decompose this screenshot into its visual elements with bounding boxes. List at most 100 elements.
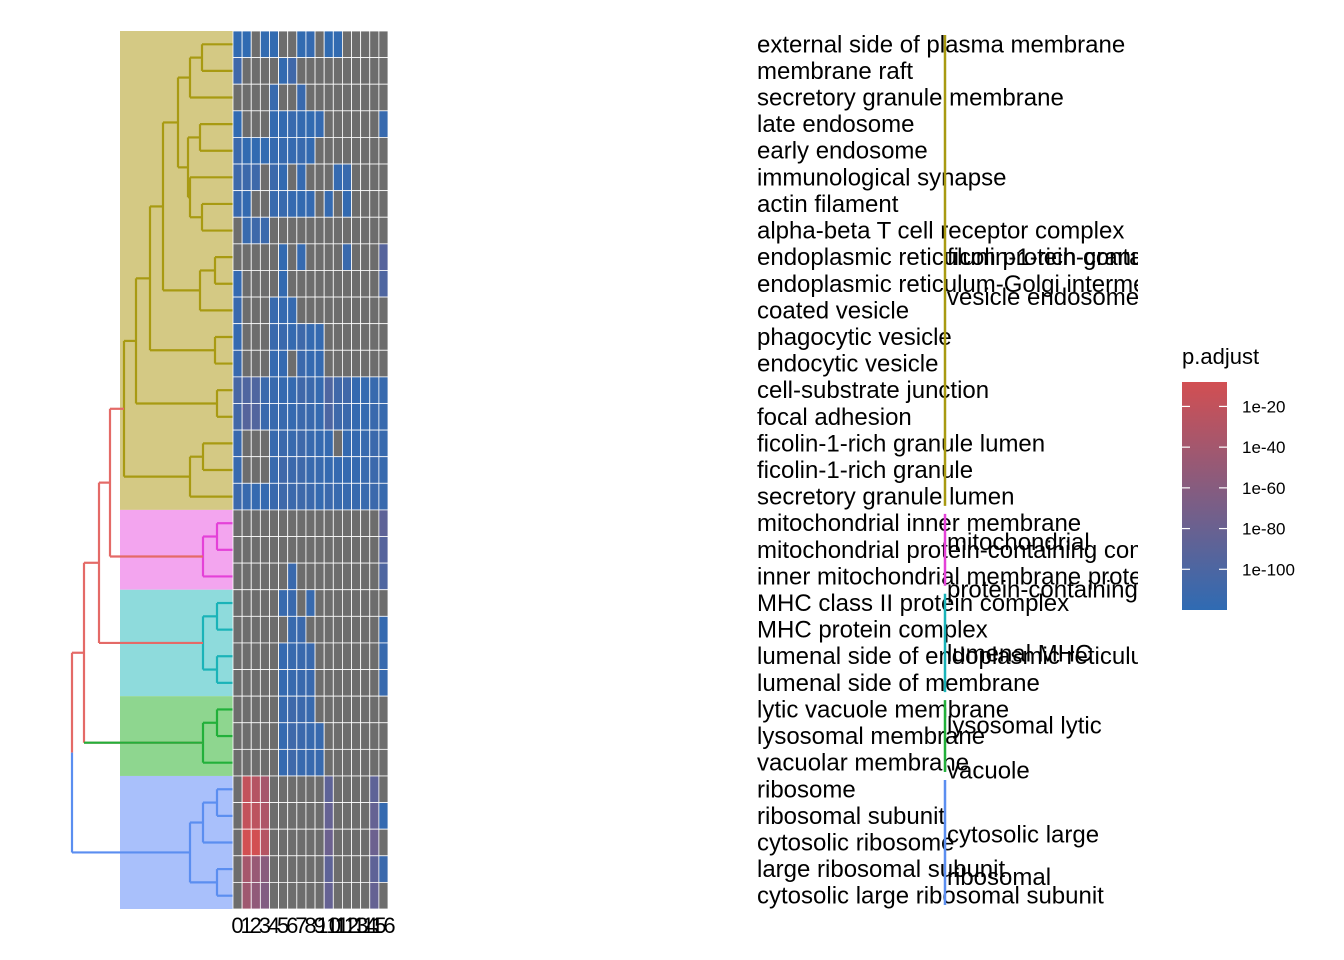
heatmap-cell <box>250 615 261 644</box>
heatmap-cell <box>323 243 334 271</box>
heatmap-cell <box>250 83 261 112</box>
heatmap-cell <box>250 748 261 777</box>
heatmap-cell <box>351 482 362 511</box>
heatmap-cell <box>378 243 389 271</box>
heatmap-cell <box>232 669 243 697</box>
heatmap-cell <box>278 429 289 458</box>
heatmap-cell <box>241 243 252 271</box>
heatmap-cell <box>232 216 243 245</box>
heatmap-cell <box>314 881 325 910</box>
heatmap-cell <box>250 403 261 431</box>
row-label: ficolin-1-rich granule lumen <box>757 430 1045 457</box>
heatmap-cell <box>342 30 352 59</box>
legend-colorbar <box>1182 382 1227 610</box>
heatmap-cell <box>332 137 343 165</box>
heatmap-cell <box>232 562 243 591</box>
heatmap-cell <box>232 403 243 431</box>
heatmap-cell <box>259 110 270 138</box>
heatmap-cell <box>241 403 252 431</box>
heatmap-cell <box>241 216 252 245</box>
heatmap-cell <box>296 83 307 112</box>
heatmap-cell <box>323 57 334 85</box>
dendrogram <box>70 43 233 897</box>
heatmap-cell <box>259 589 270 617</box>
heatmap-cell <box>369 110 380 138</box>
heatmap-cell <box>323 376 334 404</box>
heatmap-cell <box>360 83 371 112</box>
cluster-label: cytosolic large <box>947 822 1099 849</box>
heatmap-cell <box>369 775 380 803</box>
heatmap-cell <box>250 110 261 138</box>
row-label: lumenal side of membrane <box>757 670 1040 697</box>
heatmap-cell <box>296 615 307 644</box>
heatmap-cell <box>278 83 289 112</box>
heatmap-cell <box>360 376 371 404</box>
heatmap-cell <box>269 163 279 192</box>
heatmap-cell <box>259 30 270 59</box>
heatmap-cell <box>342 722 352 750</box>
heatmap-cell <box>259 802 270 830</box>
heatmap-cell <box>296 536 307 564</box>
heatmap-cell <box>342 296 352 325</box>
heatmap-cell <box>287 270 298 298</box>
heatmap-cell <box>360 669 371 697</box>
heatmap-cell <box>250 536 261 564</box>
heatmap-cell <box>342 802 352 830</box>
heatmap-cell <box>269 881 279 910</box>
heatmap-cell <box>232 748 243 777</box>
heatmap-cell <box>232 456 243 484</box>
heatmap-cell <box>314 376 325 404</box>
heatmap-cell <box>278 536 289 564</box>
heatmap-cell <box>296 722 307 750</box>
heatmap-cell <box>305 802 316 830</box>
heatmap-cell <box>323 137 334 165</box>
heatmap-cell <box>250 669 261 697</box>
heatmap-cell <box>269 615 279 644</box>
heatmap-cell <box>269 589 279 617</box>
row-label: endocytic vesicle <box>757 351 938 378</box>
column-label: 6 <box>286 913 298 938</box>
legend-tick-label: 1e-20 <box>1242 397 1285 416</box>
heatmap-cell <box>369 722 380 750</box>
heatmap-cell <box>296 456 307 484</box>
heatmap-cell <box>232 376 243 404</box>
heatmap-cell <box>351 881 362 910</box>
heatmap-cell <box>378 669 389 697</box>
heatmap-cell <box>232 429 243 458</box>
heatmap-cell <box>332 828 343 857</box>
heatmap-cell <box>305 881 316 910</box>
heatmap-cell <box>369 349 380 378</box>
heatmap-cell <box>296 216 307 245</box>
heatmap-cell <box>296 270 307 298</box>
heatmap-cell <box>360 456 371 484</box>
heatmap-cell <box>259 429 270 458</box>
heatmap-cell <box>296 57 307 85</box>
heatmap-cell <box>360 536 371 564</box>
heatmap-cell <box>378 216 389 245</box>
heatmap-cell <box>250 482 261 511</box>
heatmap-cell <box>259 163 270 192</box>
heatmap-cell <box>250 163 261 192</box>
heatmap-cell <box>269 775 279 803</box>
heatmap-cell <box>369 163 380 192</box>
heatmap-cell <box>369 429 380 458</box>
heatmap-cell <box>305 83 316 112</box>
row-label: alpha-beta T cell receptor complex <box>757 218 1124 245</box>
heatmap-cell <box>332 456 343 484</box>
heatmap-cell <box>369 802 380 830</box>
heatmap-cell <box>314 748 325 777</box>
heatmap-cell <box>232 828 243 857</box>
heatmap-cell <box>232 190 243 218</box>
heatmap-cell <box>287 83 298 112</box>
heatmap-cell <box>360 881 371 910</box>
heatmap-cell <box>259 323 270 351</box>
heatmap-cell <box>269 83 279 112</box>
heatmap-cell <box>278 110 289 138</box>
heatmap-cell <box>378 57 389 85</box>
heatmap-cell <box>259 669 270 697</box>
heatmap-cell <box>369 536 380 564</box>
row-label: MHC protein complex <box>757 617 988 644</box>
heatmap-cell <box>287 855 298 883</box>
heatmap-cell <box>360 323 371 351</box>
heatmap-cell <box>305 482 316 511</box>
